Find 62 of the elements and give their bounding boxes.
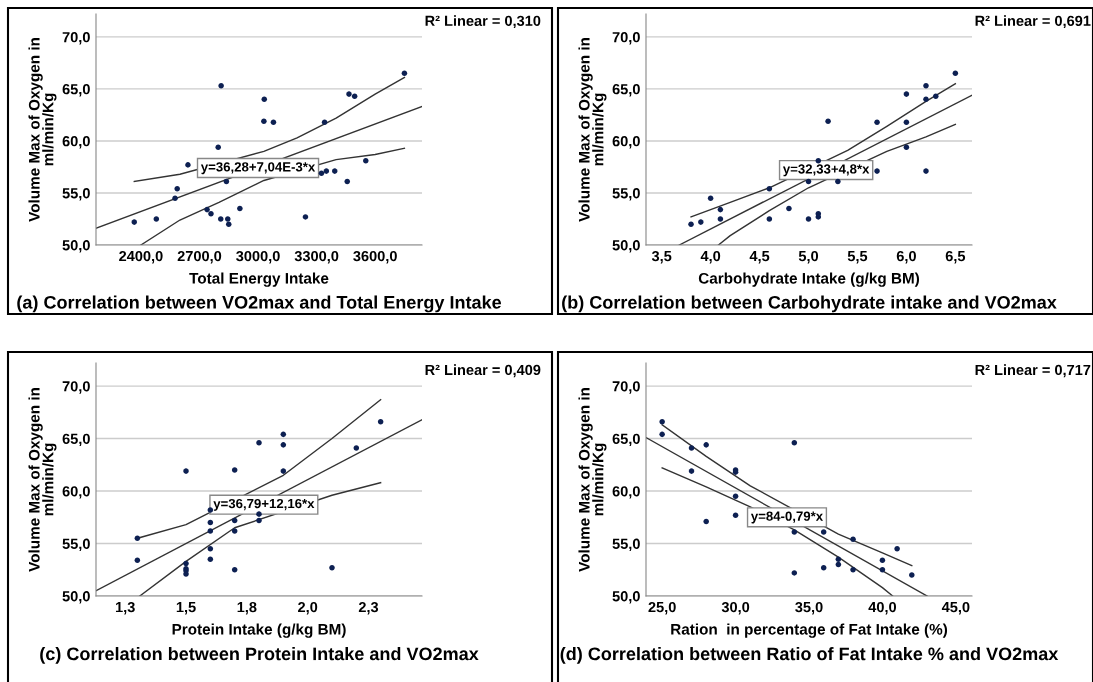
y-tick-label: 60,0 [62, 136, 90, 149]
y-tick-label: 60,0 [62, 486, 90, 499]
x-tick-label: 6,5 [945, 250, 966, 264]
x-tick-label: 2,3 [358, 601, 379, 615]
y-tick-label: 70,0 [62, 381, 90, 394]
x-tick-label: 35,0 [795, 601, 823, 615]
x-tick-label: 6,0 [896, 250, 916, 264]
text: (b) Correlation between Carbohydrate intake and VO2max [562, 295, 1057, 313]
y-tick-label: 65,0 [612, 433, 640, 447]
y-tick-label: 50,0 [612, 240, 640, 253]
text: R² Linear = 0,409 [425, 364, 541, 378]
y-tick-label: 65,0 [62, 433, 90, 447]
x-tick-label: 1,5 [176, 602, 196, 615]
y-tick-label: 50,0 [612, 591, 640, 604]
y-tick-label: 60,0 [612, 136, 640, 149]
y-tick-label: 70,0 [612, 31, 640, 45]
y-axis-title: Volume Max of Oxygen in ml/min/Kg [578, 38, 607, 222]
y-tick-label: 65,0 [612, 84, 640, 97]
x-tick-label: 1,3 [115, 601, 135, 615]
x-tick-label: 25,0 [648, 601, 676, 615]
x-tick-label: 30,0 [721, 601, 750, 615]
x-tick-label: 2700,0 [177, 250, 222, 264]
y-tick-label: 55,0 [612, 538, 640, 552]
annotation: y=36,28+7,04E-3*x [200, 162, 316, 175]
y-tick-label: 50,0 [62, 591, 90, 604]
x-axis-title: Carbohydrate Intake (g/kg BM) [698, 272, 920, 287]
y-tick-label: 65,0 [62, 84, 90, 97]
y-tick-label: 55,0 [612, 188, 640, 201]
y-tick-label: 70,0 [612, 381, 640, 394]
x-axis-title: Ration in percentage of Fat Intake (%) [671, 623, 948, 638]
x-tick-label: 3,5 [651, 250, 672, 264]
y-tick-label: 55,0 [62, 538, 90, 552]
x-tick-label: 5,5 [847, 251, 868, 264]
text: (d) Correlation between Ratio of Fat Intake % and VO2max [560, 647, 1059, 664]
y-tick-label: 55,0 [62, 188, 90, 201]
x-tick-label: 2400,0 [119, 250, 163, 264]
x-tick-label: 2,0 [298, 601, 318, 615]
y-axis-title: Volume Max of Oxygen in ml/min/Kg [578, 388, 607, 572]
x-tick-label: 3300,0 [294, 250, 339, 264]
annotation: y=32,33+4,8*x [782, 164, 870, 177]
x-tick-label: 1,8 [237, 601, 257, 615]
y-tick-label: 60,0 [612, 486, 640, 499]
text: R² Linear = 0,717 [975, 364, 1091, 378]
text: R² Linear = 0,691 [975, 15, 1091, 29]
x-tick-label: 3000,0 [236, 250, 280, 264]
x-axis-title: Protein Intake (g/kg BM) [172, 623, 346, 638]
x-tick-label: 4,5 [749, 251, 770, 264]
x-tick-label: 40,0 [868, 601, 897, 615]
annotation: y=84-0,79*x [750, 511, 824, 524]
x-tick-label: 5,0 [798, 250, 819, 264]
x-tick-label: 4,0 [700, 250, 721, 264]
x-tick-label: 3600,0 [353, 250, 397, 264]
text: (c) Correlation between Protein Intake and VO2max [40, 647, 479, 664]
y-axis-title: Volume Max of Oxygen in ml/min/Kg [28, 388, 57, 572]
x-axis-title: Total Energy Intake [189, 272, 329, 287]
annotation: y=36,79+12,16*x [213, 498, 315, 511]
x-tick-label: 45,0 [941, 601, 970, 615]
text: R² Linear = 0,310 [425, 15, 541, 29]
y-axis-title: Volume Max of Oxygen in ml/min/Kg [28, 38, 57, 222]
y-tick-label: 70,0 [62, 31, 90, 45]
text: (a) Correlation between VO2max and Total Energy Intake [17, 295, 502, 313]
y-tick-label: 50,0 [62, 240, 90, 253]
